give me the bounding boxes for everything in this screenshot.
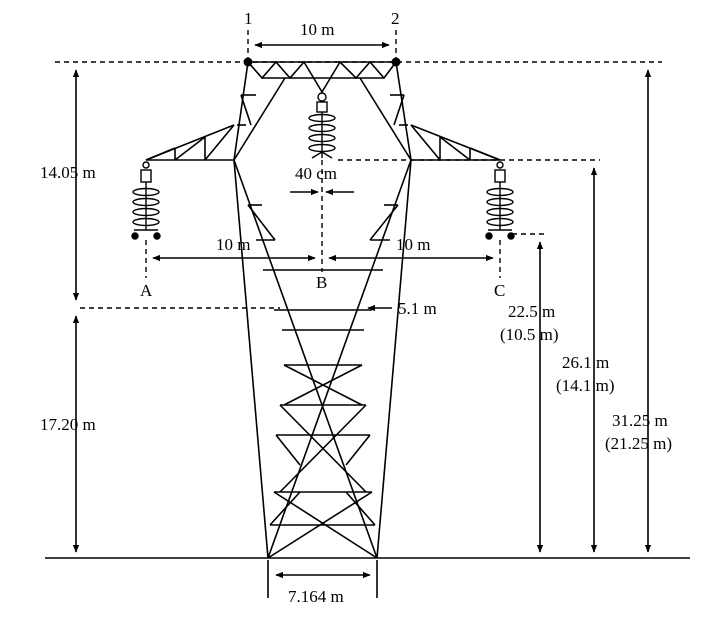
- crossarm-height-alt-label: (14.1 m): [556, 376, 615, 395]
- insulator-string-b: [308, 92, 336, 159]
- base-width-label: 7.164 m: [288, 587, 344, 606]
- waist-width-label: 5.1 m: [398, 299, 437, 318]
- conductor-2-label: 2: [391, 9, 400, 28]
- tower-structure: [145, 60, 501, 559]
- lower-height-label: 17.20 m: [40, 415, 96, 434]
- shield-spacing-label: 10 m: [300, 20, 334, 39]
- phase-c-label: C: [494, 281, 505, 300]
- insulator-string-a: [131, 161, 161, 240]
- spacing-ab-label: 10 m: [216, 235, 250, 254]
- phase-b-label: B: [316, 273, 327, 292]
- conductor-1-label: 1: [244, 9, 253, 28]
- top-height-alt-label: (21.25 m): [605, 434, 672, 453]
- crossarm-height-label: 26.1 m: [562, 353, 609, 372]
- spacing-bc-label: 10 m: [396, 235, 430, 254]
- phase-height-label: 22.5 m: [508, 302, 555, 321]
- insulator-string-c: [485, 161, 515, 240]
- shield-wire-node-2: [391, 57, 401, 67]
- phase-a-label: A: [140, 281, 153, 300]
- top-height-label: 31.25 m: [612, 411, 668, 430]
- phase-height-alt-label: (10.5 m): [500, 325, 559, 344]
- insulator-offset-label: 40 cm: [295, 164, 337, 183]
- upper-height-label: 14.05 m: [40, 163, 96, 182]
